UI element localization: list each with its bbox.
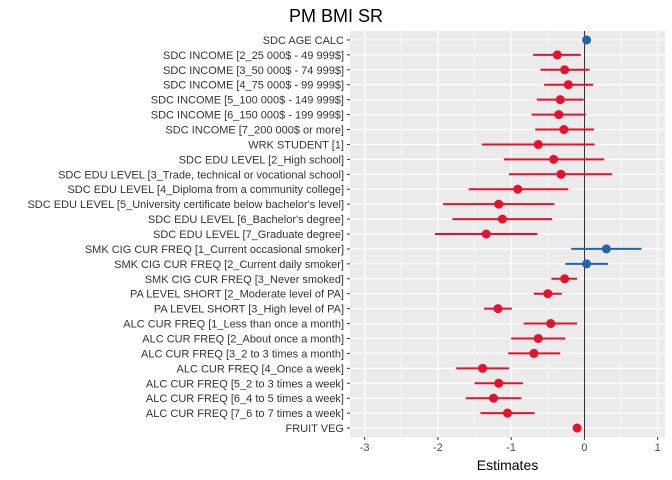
- estimate-point: [556, 169, 566, 179]
- x-axis-ticks: -3 -2 -1 0 1: [360, 437, 661, 454]
- chart-title: PM BMI SR: [289, 6, 383, 26]
- term-label: ALC CUR FREQ [4_Once a week]: [176, 363, 344, 375]
- term-label: SDC EDU LEVEL [2_High school]: [179, 154, 344, 166]
- estimate-point: [494, 199, 504, 209]
- term-label: SMK CIG CUR FREQ [1_Current occasional s…: [85, 244, 344, 256]
- estimate-point: [533, 333, 543, 343]
- term-labels: SDC AGE CALC SDC INCOME [2_25 000$ - 49 9…: [27, 35, 350, 435]
- x-tick-label: -1: [506, 442, 516, 454]
- term-label: ALC CUR FREQ [1_Less than once a month]: [123, 319, 344, 331]
- x-tick-label: -2: [433, 442, 443, 454]
- x-tick-label: 1: [655, 442, 661, 454]
- estimate-point: [546, 319, 556, 329]
- estimate-point: [503, 408, 512, 418]
- estimate-point: [481, 229, 491, 239]
- x-tick-label: -3: [360, 442, 370, 454]
- x-axis-title: Estimates: [477, 457, 538, 473]
- estimate-point: [555, 95, 565, 105]
- term-label: SDC EDU LEVEL [6_Bachelor's degree]: [148, 214, 344, 226]
- x-tick-label: 0: [581, 442, 587, 454]
- estimate-point: [543, 289, 553, 299]
- estimate-point: [572, 423, 582, 433]
- estimate-point: [582, 259, 592, 269]
- estimate-point: [554, 110, 564, 120]
- term-label: SDC EDU LEVEL [3_Trade, technical or voc…: [58, 169, 344, 181]
- term-label: SDC INCOME [6_150 000$ - 199 999$]: [151, 110, 344, 122]
- term-label: ALC CUR FREQ [3_2 to 3 times a month]: [141, 348, 344, 360]
- term-label: SDC INCOME [3_50 000$ - 74 999$]: [163, 65, 344, 77]
- term-label: SDC EDU LEVEL [4_Diploma from a communit…: [67, 184, 344, 196]
- term-label: SDC INCOME [5_100 000$ - 149 999$]: [151, 95, 344, 107]
- estimate-point: [529, 348, 539, 358]
- estimate-point: [513, 184, 523, 194]
- estimate-point: [549, 154, 559, 164]
- term-label: SDC EDU LEVEL [7_Graduate degree]: [153, 229, 344, 241]
- estimate-point: [559, 125, 569, 135]
- estimate-point: [533, 139, 543, 149]
- estimate-point: [489, 393, 499, 403]
- estimate-point: [563, 80, 573, 90]
- term-label: WRK STUDENT [1]: [248, 139, 344, 151]
- term-label: SDC EDU LEVEL [5_University certificate …: [27, 199, 344, 211]
- term-label: SMK CIG CUR FREQ [2_Current daily smoker…: [114, 259, 344, 271]
- estimate-point: [560, 65, 570, 75]
- term-label: SDC INCOME [7_200 000$ or more]: [165, 125, 344, 137]
- term-label: FRUIT VEG: [286, 423, 344, 435]
- term-label: SDC AGE CALC: [263, 35, 344, 47]
- estimate-point: [560, 274, 570, 284]
- term-label: SMK CIG CUR FREQ [3_Never smoked]: [145, 274, 344, 286]
- term-label: PA LEVEL SHORT [3_High level of PA]: [154, 304, 344, 316]
- estimate-point: [582, 35, 592, 45]
- term-label: SDC INCOME [2_25 000$ - 49 999$]: [163, 50, 344, 62]
- term-label: PA LEVEL SHORT [2_Moderate level of PA]: [130, 289, 344, 301]
- estimate-point: [497, 214, 507, 224]
- term-label: ALC CUR FREQ [6_4 to 5 times a week]: [146, 393, 344, 405]
- term-label: SDC INCOME [4_75 000$ - 99 999$]: [163, 80, 344, 92]
- estimate-point: [493, 304, 503, 314]
- term-label: ALC CUR FREQ [7_6 to 7 times a week]: [146, 408, 344, 420]
- estimate-point: [494, 378, 504, 388]
- term-label: ALC CUR FREQ [2_About once a month]: [142, 333, 344, 345]
- estimate-point: [478, 363, 488, 373]
- estimate-marks: [434, 35, 642, 433]
- estimate-point: [552, 50, 562, 60]
- estimate-point: [601, 244, 611, 254]
- term-label: ALC CUR FREQ [5_2 to 3 times a week]: [146, 378, 344, 390]
